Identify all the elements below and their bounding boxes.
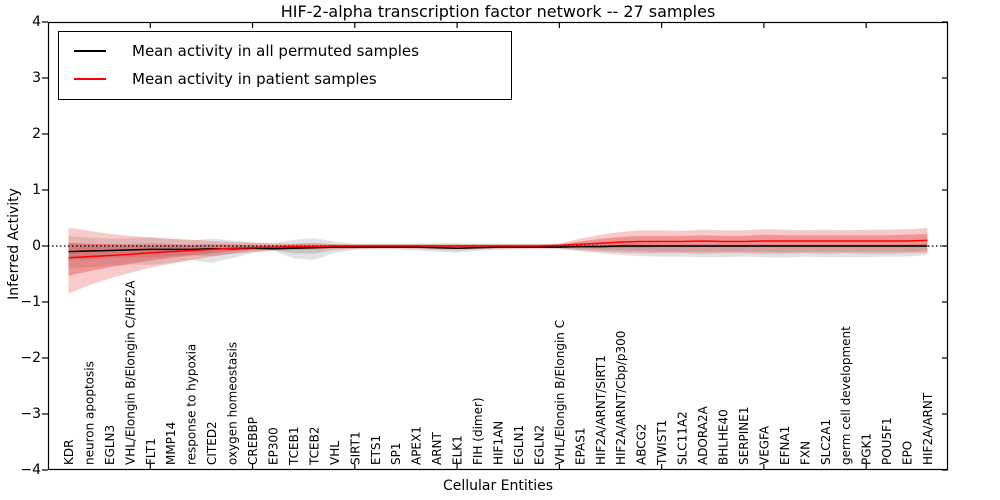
x-tick-label: FXN [798, 441, 812, 465]
x-tick-label: ELK1 [451, 435, 465, 465]
x-tick-label: EGLN2 [532, 425, 546, 465]
legend: Mean activity in all permuted samples Me… [58, 31, 512, 100]
band-patient-samples-range-inner [68, 234, 928, 276]
x-tick-label: CREBBP [246, 417, 260, 465]
legend-label-permuted: Mean activity in all permuted samples [132, 42, 419, 60]
x-tick-label: TCEB1 [287, 427, 301, 466]
legend-line-swatch-patient [74, 78, 106, 80]
y-tick-label: −3 [20, 406, 41, 422]
x-tick-label: SP1 [389, 443, 403, 466]
x-tick-label: EGLN1 [512, 425, 526, 465]
patient-mean-line [68, 239, 928, 259]
x-tick-label: EPO [901, 441, 915, 465]
legend-line-swatch-permuted [74, 50, 106, 52]
x-tick-label: response to hypoxia [185, 344, 199, 465]
band-patient-samples-range-outer [68, 227, 928, 294]
x-tick-label: TCEB2 [307, 427, 321, 466]
x-tick-label: HIF1AN [492, 421, 506, 465]
x-tick-label: EGLN3 [103, 425, 117, 465]
x-tick-label: VHL/Elongin B/Elongin C/HIF2A [123, 280, 137, 465]
x-tick-label: BHLHE40 [717, 409, 731, 465]
y-tick-label: −2 [20, 350, 41, 366]
x-tick-label: SERPINE1 [737, 406, 751, 465]
x-tick-label: germ cell development [839, 326, 853, 465]
x-tick-label: neuron apoptosis [82, 361, 96, 465]
x-tick-label: SLC2A1 [819, 419, 833, 465]
x-tick-label: EPAS1 [573, 427, 587, 465]
x-tick-label: FIH (dimer) [471, 397, 485, 465]
x-tick-label: ETS1 [369, 435, 383, 465]
chart-title: HIF-2-alpha transcription factor network… [280, 2, 716, 21]
x-tick-label: VHL/Elongin B/Elongin C [553, 320, 567, 465]
x-tick-label: VHL [328, 441, 342, 465]
y-tick-label: 1 [32, 182, 41, 198]
x-axis-label: Cellular Entities [442, 478, 554, 494]
x-tick-label: MMP14 [164, 422, 178, 465]
x-tick-label: SIRT1 [348, 431, 362, 465]
legend-label-patient: Mean activity in patient samples [132, 70, 377, 88]
y-tick-label: 3 [32, 70, 41, 86]
legend-item-permuted: Mean activity in all permuted samples [59, 37, 511, 65]
x-tick-label: KDR [62, 440, 76, 465]
y-tick-label: 0 [32, 238, 41, 254]
x-tick-label: TWIST1 [655, 420, 669, 466]
x-tick-label: SLC11A2 [676, 411, 690, 465]
x-tick-label: ABCG2 [635, 423, 649, 465]
x-tick-label: EFNA1 [778, 426, 792, 465]
x-tick-label: EP300 [267, 427, 281, 465]
x-tick-label: PGK1 [860, 433, 874, 465]
x-tick-label: FLT1 [144, 438, 158, 465]
legend-item-patient: Mean activity in patient samples [59, 65, 511, 93]
y-tick-label: 2 [32, 126, 41, 142]
x-tick-label: oxygen homeostasis [226, 342, 240, 465]
x-tick-label: VEGFA [757, 425, 771, 465]
x-tick-label: HIF2A/ARNT [921, 392, 935, 465]
x-tick-label: CITED2 [205, 421, 219, 465]
y-tick-label: −4 [20, 462, 41, 478]
x-tick-label: POU5F1 [880, 417, 894, 465]
y-tick-label: 4 [32, 14, 41, 30]
x-tick-label: ARNT [430, 431, 444, 465]
x-tick-label: HIF2A/ARNT/SIRT1 [594, 355, 608, 465]
x-tick-label: APEX1 [410, 426, 424, 465]
x-tick-label: HIF2A/ARNT/Cbp/p300 [614, 331, 628, 465]
x-tick-label: ADORA2A [696, 405, 710, 465]
band-permuted-samples-range-outer [68, 235, 928, 269]
y-tick-label: −1 [20, 294, 41, 310]
plot-border [47, 21, 949, 471]
